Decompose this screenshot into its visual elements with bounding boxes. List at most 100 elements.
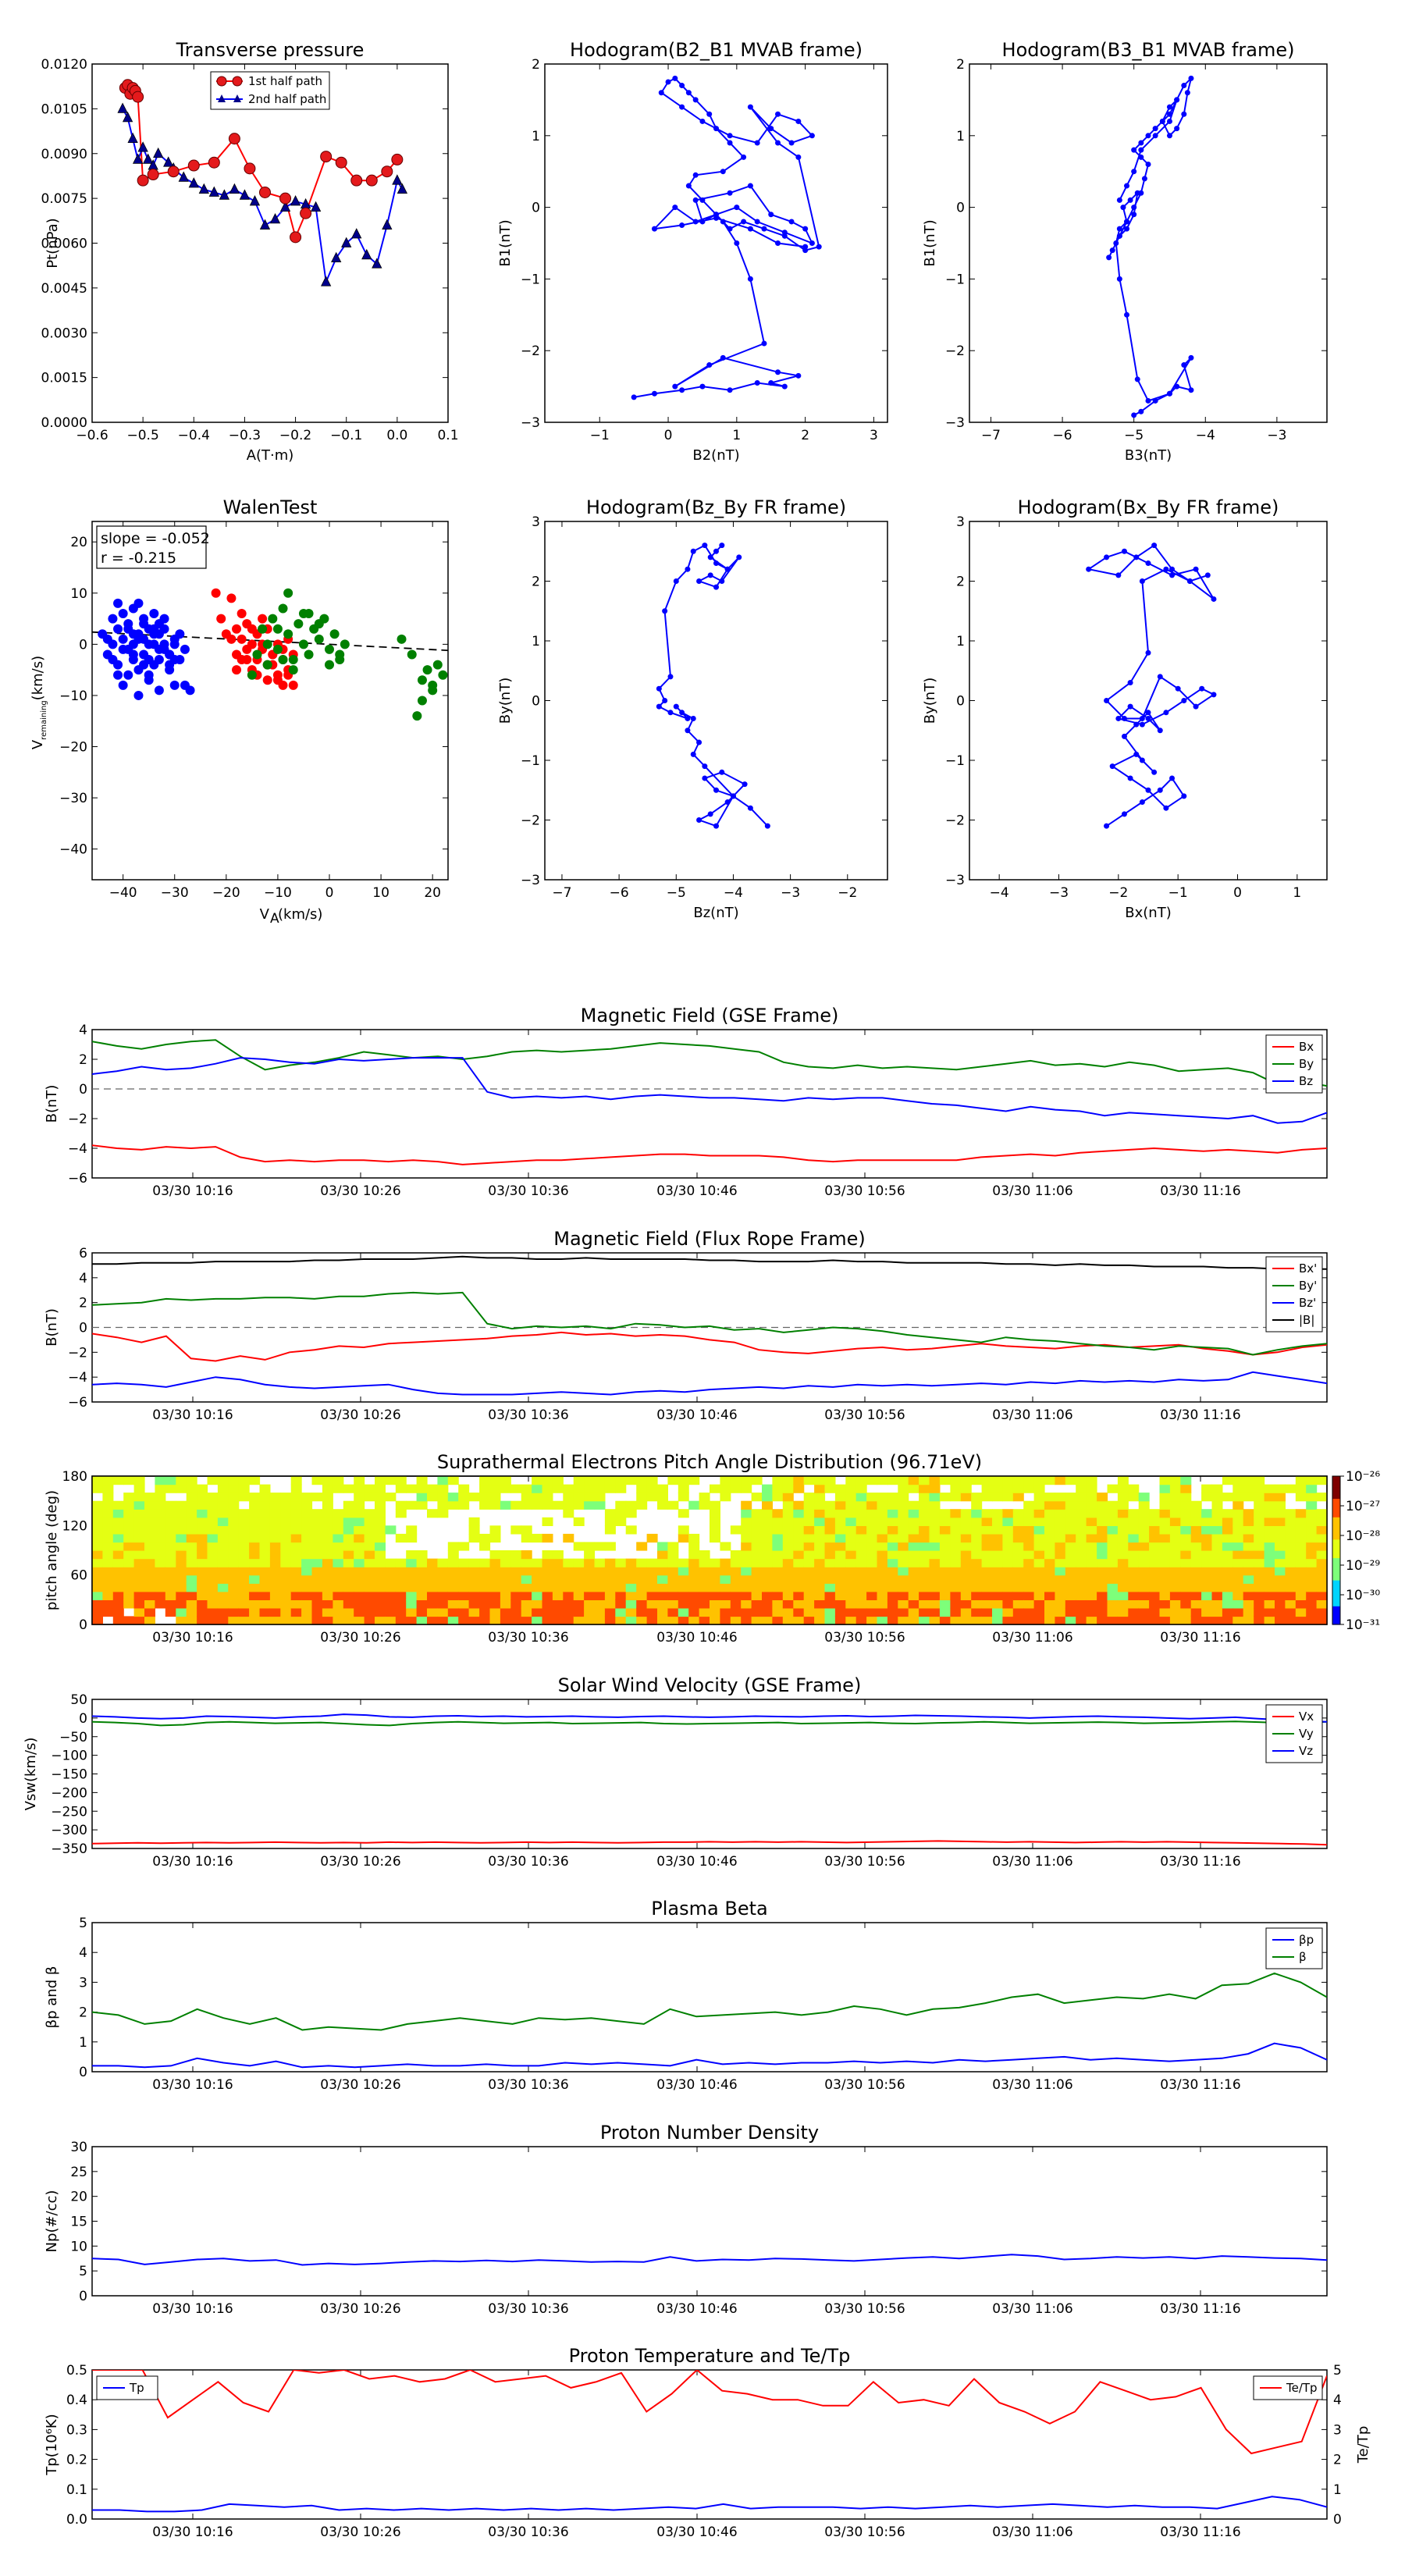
pitch-angle-distribution-cell [1190, 1542, 1202, 1551]
pitch-angle-distribution-cell [1149, 1591, 1161, 1600]
pitch-angle-distribution-cell [908, 1517, 919, 1526]
pitch-angle-distribution-cell [793, 1599, 805, 1609]
proton-temperature-legend: Te/Tp [1253, 2375, 1323, 2400]
pitch-angle-distribution-colorbar-step [1332, 1553, 1340, 1559]
pitch-angle-distribution-cell [447, 1476, 459, 1485]
pitch-angle-distribution-cell [688, 1476, 700, 1485]
pitch-angle-distribution-cell [1295, 1607, 1307, 1617]
pitch-angle-distribution-cell [322, 1550, 333, 1560]
pitch-angle-distribution-cell [437, 1500, 449, 1510]
proton-temperature-xtick-label: 03/30 10:36 [488, 2524, 568, 2540]
pitch-angle-distribution-cell [269, 1525, 281, 1535]
pitch-angle-distribution-cell [447, 1591, 459, 1600]
pitch-angle-distribution-cell [908, 1476, 919, 1485]
pitch-angle-distribution-cell [521, 1484, 532, 1493]
pitch-angle-distribution-cell [155, 1599, 166, 1609]
pitch-angle-distribution-cell [269, 1533, 281, 1543]
hodogram-b3-b1-point [1166, 133, 1172, 139]
pitch-angle-distribution-cell [416, 1583, 428, 1592]
pitch-angle-distribution-cell [92, 1567, 103, 1576]
pitch-angle-distribution-cell [521, 1525, 532, 1535]
pitch-angle-distribution-cell [1211, 1574, 1223, 1584]
pitch-angle-distribution-cell [333, 1558, 344, 1567]
proton-number-density-ytick-label: 30 [70, 2140, 87, 2155]
pitch-angle-distribution-cell [877, 1599, 888, 1609]
hodogram-bz-by-point [736, 554, 742, 560]
pitch-angle-distribution-cell [898, 1607, 909, 1617]
pitch-angle-distribution-cell [249, 1574, 261, 1584]
pitch-angle-distribution-cell [992, 1558, 1003, 1567]
pitch-angle-distribution-cell [772, 1558, 784, 1567]
hodogram-bz-by-point [719, 543, 725, 549]
pitch-angle-distribution-cell [197, 1583, 208, 1592]
magnetic-field-gse-xtick-label: 03/30 10:36 [488, 1183, 568, 1199]
pitch-angle-distribution-cell [803, 1591, 815, 1600]
pitch-angle-distribution-cell [489, 1607, 501, 1617]
pitch-angle-distribution-cell [720, 1558, 731, 1567]
pitch-angle-distribution-cell [249, 1517, 261, 1526]
pitch-angle-distribution-cell [1254, 1484, 1265, 1493]
pitch-angle-distribution-cell [866, 1558, 878, 1567]
pitch-angle-distribution-cell [646, 1616, 658, 1625]
pitch-angle-distribution-cell [395, 1558, 407, 1567]
pitch-angle-distribution-cell [1180, 1525, 1192, 1535]
pitch-angle-distribution-cell [594, 1616, 606, 1625]
pitch-angle-distribution-cell [1275, 1550, 1286, 1560]
pitch-angle-distribution-cell [667, 1500, 679, 1510]
pitch-angle-distribution-cell [741, 1550, 752, 1560]
pitch-angle-distribution-colorbar-step [1332, 1613, 1340, 1618]
pitch-angle-distribution-cell [1295, 1542, 1307, 1551]
hodogram-bz-by-panel: Hodogram(Bz_By FR frame)−7 −6 −5 −4 −3 −2−3−2… [497, 496, 888, 921]
hodogram-b3-b1-point [1131, 212, 1137, 218]
pitch-angle-distribution-cell [500, 1591, 511, 1600]
pitch-angle-distribution-frame [91, 1475, 1328, 1625]
pitch-angle-distribution-cell [720, 1607, 731, 1617]
transverse-pressure-marker-2nd [310, 201, 322, 212]
transverse-pressure-marker-2nd [178, 171, 189, 182]
pitch-angle-distribution-cell [1306, 1558, 1318, 1567]
pitch-angle-distribution-cell [197, 1550, 208, 1560]
hodogram-b2-b1-point [754, 380, 760, 386]
pitch-angle-distribution-cell [468, 1616, 480, 1625]
pitch-angle-distribution-cell [217, 1558, 229, 1567]
walen-test-xtick-label: 20 [424, 885, 441, 901]
pitch-angle-distribution-cell [834, 1567, 846, 1576]
pitch-angle-distribution-cell [1002, 1616, 1014, 1625]
pitch-angle-distribution-cell [741, 1509, 752, 1518]
hodogram-bx-by-point [1193, 566, 1199, 572]
pitch-angle-distribution-cell [333, 1550, 344, 1560]
pitch-angle-distribution-cell [1117, 1616, 1129, 1625]
pitch-angle-distribution-cell [1138, 1607, 1150, 1617]
hodogram-b2-b1-point [768, 212, 774, 218]
magnetic-field-gse-ytick-label: 0 [79, 1082, 87, 1098]
hodogram-b3-b1-plot-area [969, 63, 1328, 423]
hodogram-b3-b1-xtick-label: −6 [1053, 428, 1072, 443]
walen-test-point [298, 639, 308, 649]
pitch-angle-distribution-cell [165, 1574, 176, 1584]
pitch-angle-distribution-cell [730, 1558, 742, 1567]
pitch-angle-distribution-cell [510, 1607, 522, 1617]
transverse-pressure-xtick-label: −0.5 [127, 428, 159, 443]
pitch-angle-distribution-cell [186, 1484, 197, 1493]
transverse-pressure-legend-label-2nd: 2nd half path [248, 92, 326, 106]
hodogram-b2-b1-title: Hodogram(B2_B1 MVAB frame) [570, 39, 863, 61]
pitch-angle-distribution-cell [280, 1583, 292, 1592]
pitch-angle-distribution-cell [866, 1542, 878, 1551]
pitch-angle-distribution-cell [845, 1542, 857, 1551]
pitch-angle-distribution-cell [311, 1550, 323, 1560]
pitch-angle-distribution-cell [311, 1517, 323, 1526]
pitch-angle-distribution-cell [1190, 1533, 1202, 1543]
pitch-angle-distribution-cell [165, 1550, 176, 1560]
pitch-angle-distribution-cell [1128, 1574, 1140, 1584]
pitch-angle-distribution-cell [929, 1509, 941, 1518]
pitch-angle-distribution-cell [908, 1574, 919, 1584]
hodogram-b3-b1-point [1181, 111, 1187, 117]
pitch-angle-distribution-cell [625, 1558, 637, 1567]
pitch-angle-distribution-cell [730, 1567, 742, 1576]
pitch-angle-distribution-cell [688, 1607, 700, 1617]
pitch-angle-distribution-cell [1117, 1476, 1129, 1485]
walen-test-xlabel-unit: (km/s) [278, 906, 322, 923]
pitch-angle-distribution-cell [176, 1550, 187, 1560]
pitch-angle-distribution-cell [468, 1574, 480, 1584]
